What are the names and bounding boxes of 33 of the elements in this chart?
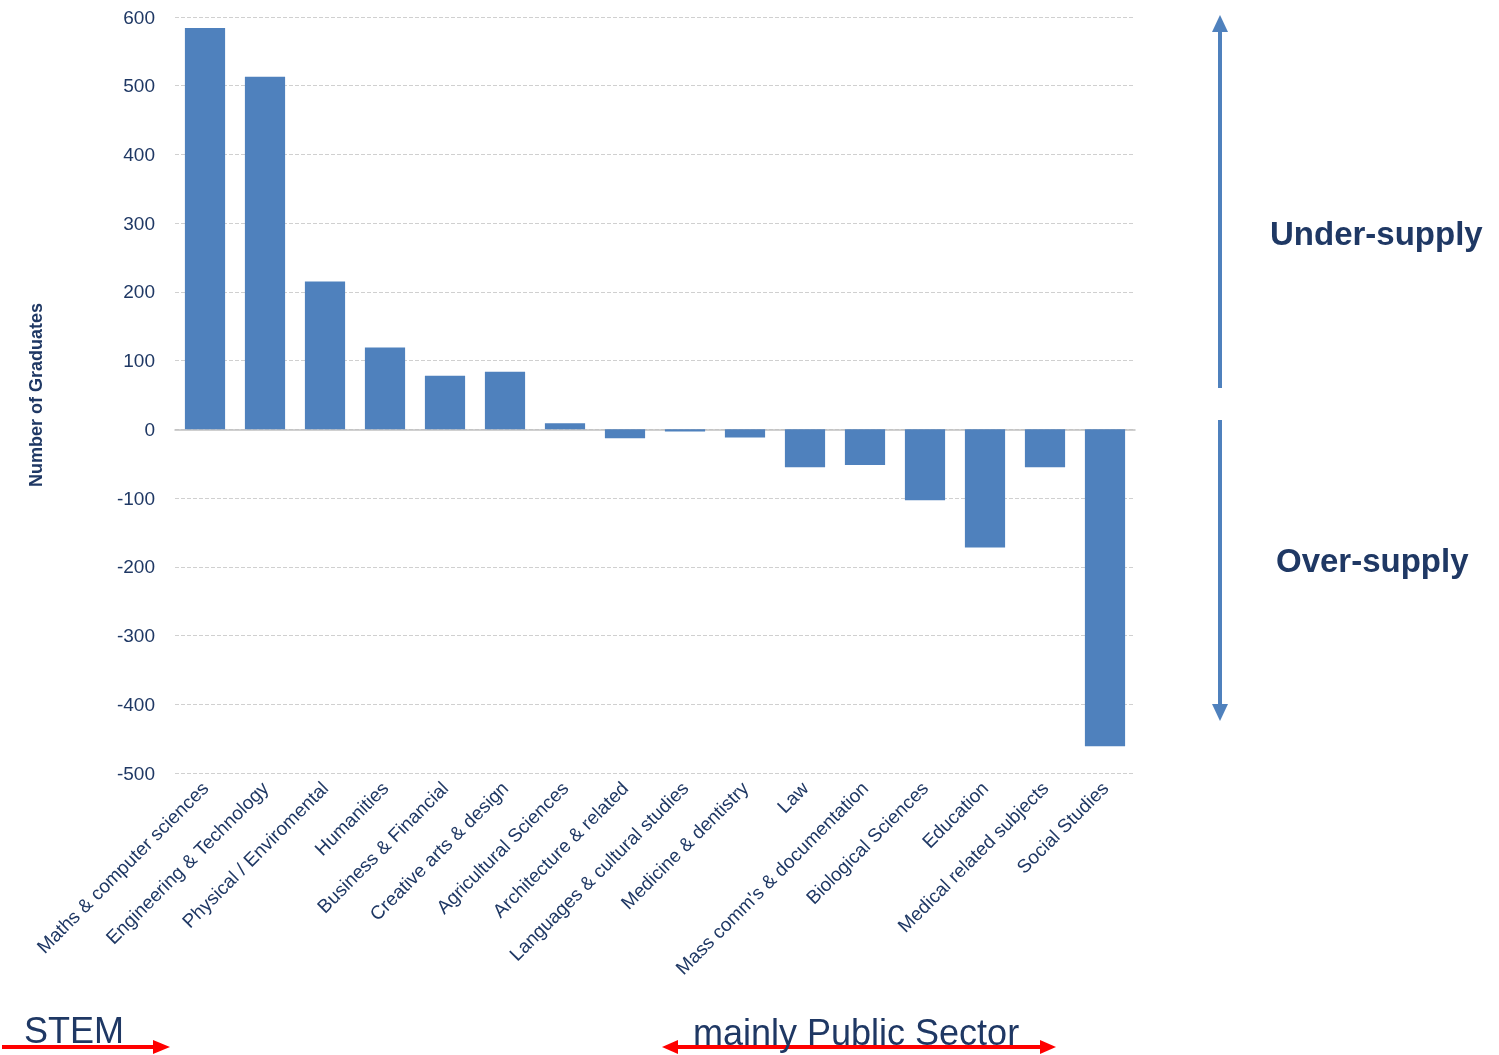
- bar: [1024, 429, 1066, 468]
- y-tick-label: 100: [123, 350, 155, 372]
- y-tick-label: 0: [144, 418, 155, 440]
- bar: [244, 76, 286, 430]
- y-tick-label: -100: [116, 487, 155, 509]
- bar: [544, 423, 586, 430]
- bar: [784, 429, 826, 468]
- y-tick-label: -300: [116, 625, 155, 647]
- bar: [1084, 429, 1126, 747]
- bar: [484, 371, 526, 430]
- text: STEM: [24, 1010, 125, 1052]
- bar: [724, 429, 766, 438]
- y-tick-label: 200: [123, 281, 155, 303]
- bar: [604, 429, 646, 439]
- bar: [964, 429, 1006, 548]
- y-tick-label: -400: [116, 693, 155, 715]
- text: Under-supply: [1270, 215, 1483, 253]
- bar: [184, 28, 226, 430]
- bar: [304, 281, 346, 430]
- bar: [904, 429, 946, 501]
- y-tick-label: 400: [123, 143, 155, 165]
- y-tick-label: 300: [123, 212, 155, 234]
- y-tick-label: 600: [123, 6, 155, 28]
- y-tick-label: -200: [116, 556, 155, 578]
- text: Over-supply: [1276, 542, 1469, 580]
- y-tick-label: 500: [123, 75, 155, 97]
- bar: [844, 429, 886, 466]
- y-tick-label: -500: [116, 762, 155, 784]
- bar: [364, 347, 406, 430]
- text: mainly Public Sector: [693, 1012, 1020, 1054]
- bar: [664, 429, 706, 432]
- bar: [424, 375, 466, 430]
- y-axis-title: Number of Graduates: [26, 302, 46, 488]
